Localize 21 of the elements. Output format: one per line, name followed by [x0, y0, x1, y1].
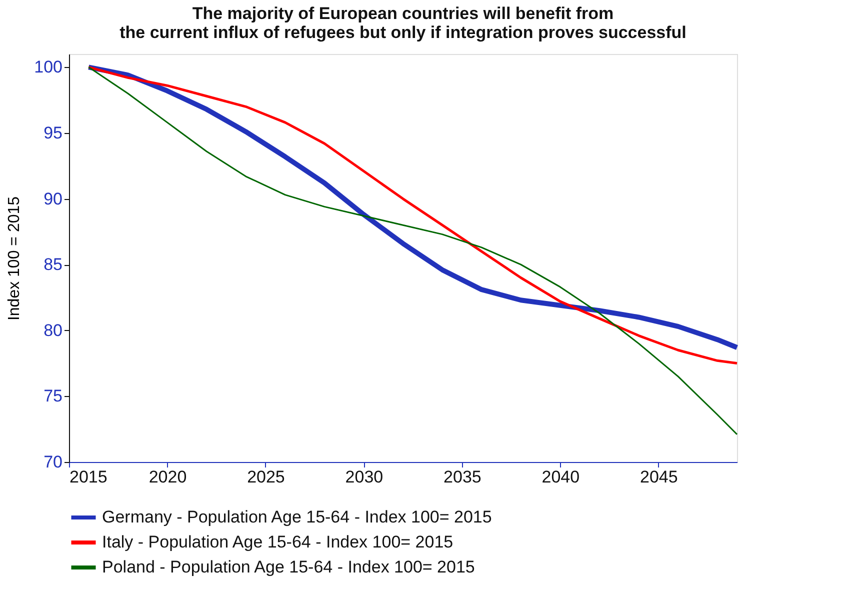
x-tick-label: 2025	[247, 468, 285, 486]
x-tick-label: 2020	[148, 468, 187, 486]
x-tick-label: 2035	[444, 468, 482, 486]
text: The majority of European countries will benefit from	[192, 4, 614, 23]
y-tick-label: 70	[44, 452, 62, 472]
x-tick-label: 2030	[345, 468, 384, 486]
legend-label: Germany - Population Age 15-64 - Index 100= 2015	[102, 508, 492, 526]
x-tick-label: 2045	[640, 468, 678, 486]
y-tick-label: 90	[44, 189, 62, 208]
x-tick-label: 2015	[70, 468, 108, 486]
y-axis-title: Index 100 = 2015	[6, 196, 24, 321]
line-series	[88, 66, 738, 436]
x-tick-label: 2040	[542, 468, 580, 486]
y-tick-label: 95	[44, 123, 62, 142]
y-tick-label: 75	[44, 386, 62, 406]
legend-label: Poland - Population Age 15-64 - Index 100= 2015	[102, 558, 475, 576]
legend-label: Italy - Population Age 15-64 - Index 100= 2015	[102, 532, 454, 552]
y-tick-label: 100	[34, 58, 62, 77]
y-tick-label: 85	[44, 255, 62, 274]
y-tick-label: 80	[44, 320, 62, 340]
text: the current influx of refugees but only if integration proves successful	[120, 23, 686, 42]
